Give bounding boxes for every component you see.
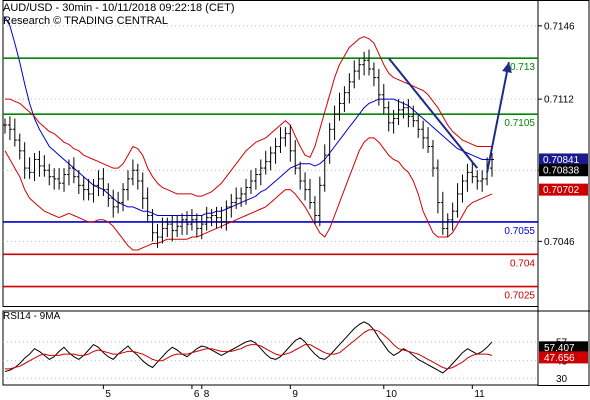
rsi-axis-tick-label: 30: [556, 374, 568, 385]
rsi-panel-title: RSI14 - 9MA: [3, 311, 61, 322]
x-axis-tick-label: 8: [204, 389, 210, 400]
price-badge-label: 0.70841: [543, 155, 580, 166]
x-axis-tick-label: 5: [105, 389, 111, 400]
price-bars: [3, 49, 494, 248]
price-badge-label: 0.70838: [543, 166, 580, 177]
bollinger-band-line: [4, 137, 493, 251]
x-axis-tick-label: 10: [386, 389, 398, 400]
x-axis-tick-label: 11: [474, 389, 485, 400]
projection-arrowhead: [502, 62, 512, 73]
x-axis-tick-label: 6: [194, 389, 200, 400]
price-badge: [539, 164, 588, 177]
rsi-badge: [539, 341, 588, 354]
level-label: 0.7105: [504, 118, 535, 129]
price-badge: [539, 153, 588, 166]
price-axis-frame: [537, 0, 590, 386]
trendline: [387, 57, 479, 169]
x-axis-tick-label: 9: [292, 389, 298, 400]
chart-source: Research © TRADING CENTRAL: [3, 15, 168, 27]
moving-average-line: [4, 16, 492, 216]
price-badge: [539, 183, 588, 196]
chart-title: AUD/USD - 30min - 10/11/2018 09:22:18 (C…: [3, 2, 235, 14]
rsi-ma-line: [5, 329, 493, 370]
level-label: 0.713: [510, 62, 535, 73]
level-label: 0.7055: [504, 226, 535, 237]
price-axis-tick-label: 0.7112: [544, 95, 574, 106]
level-label: 0.704: [510, 258, 535, 269]
rsi-badge: [539, 351, 588, 364]
price-axis-tick-label: 0.7146: [544, 21, 575, 32]
price-badge-label: 0.70702: [543, 185, 580, 196]
projection-arrow: [486, 61, 510, 173]
rsi-badge-label: 47.656: [544, 353, 575, 364]
level-label: 0.7025: [504, 291, 535, 302]
rsi-line: [4, 321, 493, 374]
rsi-plot-frame: [2, 310, 539, 386]
rsi-badge-label: 57.407: [544, 343, 575, 354]
price-axis-tick-label: 0.7046: [544, 237, 575, 248]
